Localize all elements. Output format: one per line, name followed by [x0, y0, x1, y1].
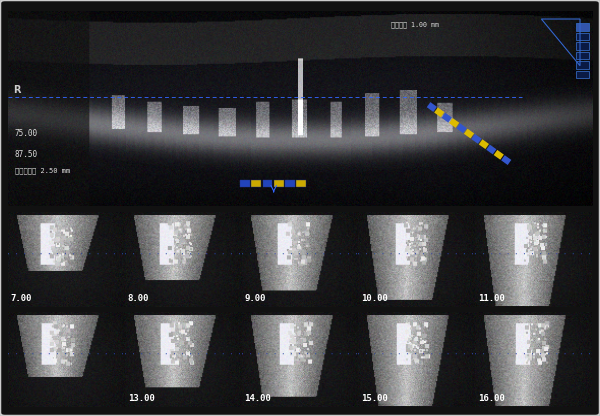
Bar — [263, 180, 272, 187]
Bar — [576, 23, 589, 31]
Text: 15.00: 15.00 — [361, 394, 388, 403]
Text: 刷度距离： 2.50 mm: 刷度距离： 2.50 mm — [15, 168, 70, 174]
Bar — [576, 33, 589, 40]
Bar — [576, 42, 589, 50]
Bar — [576, 61, 589, 69]
Text: 7.00: 7.00 — [11, 294, 32, 303]
Text: 8.00: 8.00 — [128, 294, 149, 303]
Bar — [576, 71, 589, 78]
Bar — [285, 180, 295, 187]
Text: 87.50: 87.50 — [15, 150, 38, 159]
Text: 9.00: 9.00 — [245, 294, 266, 303]
Text: R: R — [13, 85, 20, 95]
Text: 11.00: 11.00 — [478, 294, 505, 303]
Text: 75.00: 75.00 — [15, 129, 38, 138]
Bar — [296, 180, 306, 187]
Text: 14.00: 14.00 — [245, 394, 271, 403]
Text: 10.00: 10.00 — [361, 294, 388, 303]
Text: 16.00: 16.00 — [478, 394, 505, 403]
Bar — [240, 180, 250, 187]
Bar — [274, 180, 284, 187]
Bar — [251, 180, 261, 187]
Text: 刷度距离 1.00 mm: 刷度距离 1.00 mm — [391, 22, 439, 28]
Text: 13.00: 13.00 — [128, 394, 155, 403]
Bar — [576, 52, 589, 59]
